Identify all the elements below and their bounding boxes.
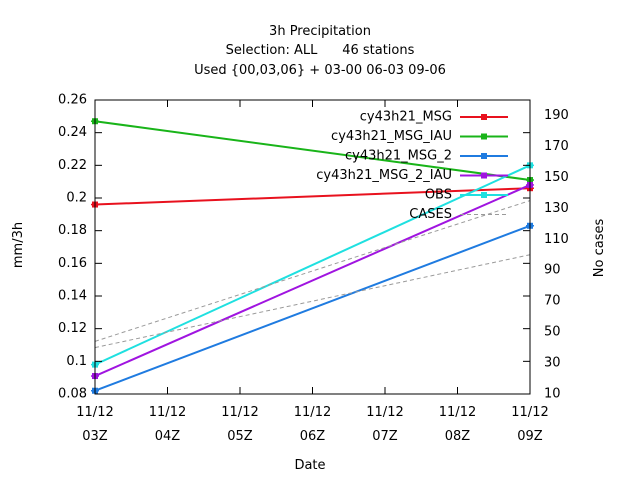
y2-tick-label: 10 — [544, 387, 561, 402]
y2-tick-label: 190 — [544, 108, 569, 123]
y2-tick-label: 150 — [544, 170, 569, 185]
x-tick-label-hour: 03Z — [82, 429, 108, 444]
y2-tick-label: 50 — [544, 325, 561, 340]
y2-tick-label: 90 — [544, 263, 561, 278]
legend-label-cy43h21-msg: cy43h21_MSG — [360, 110, 452, 125]
y-axis-label: mm/3h — [11, 222, 26, 268]
chart-subtitle-selection: Selection: ALL 46 stations — [226, 43, 415, 58]
series-line-cases — [94, 200, 531, 342]
x-tick-label-hour: 07Z — [372, 429, 398, 444]
x-tick-label-date: 11/12 — [511, 405, 548, 420]
legend: cy43h21_MSG cy43h21_MSG_IAU cy43h21_MSG_2c… — [316, 110, 508, 222]
series-line-obs — [94, 164, 531, 366]
y-tick-label: 0.16 — [58, 256, 87, 271]
y-tick-label: 0.24 — [58, 125, 87, 140]
y2-axis-label: No cases — [592, 219, 607, 278]
y-tick-label: 0.18 — [58, 223, 87, 238]
axes-layer: 0.08 0.1 0.12 0.14 0.16 0.18 0.2 0.22 0.24 0.26 10… — [58, 93, 569, 445]
x-tick-label-date: 11/12 — [221, 405, 258, 420]
y2-tick-label: 170 — [544, 139, 569, 154]
x-tick-label-hour: 04Z — [155, 429, 181, 444]
x-tick-label-date: 11/12 — [366, 405, 403, 420]
y-tick-label: 0.14 — [58, 289, 87, 304]
y-tick-label: 0.22 — [58, 158, 87, 173]
x-tick-label-hour: 06Z — [300, 429, 326, 444]
y-tick-label: 0.08 — [58, 387, 87, 402]
series-line-cy43h21-msg-2-iau — [94, 184, 531, 377]
chart-title: 3h Precipitation — [269, 24, 371, 39]
series-line-cases-extra — [94, 254, 531, 349]
y2-tick-label: 110 — [544, 232, 569, 247]
legend-marker-obs — [481, 192, 487, 198]
y2-tick-label: 130 — [544, 201, 569, 216]
legend-label-cy43h21-msg-2-iau: cy43h21_MSG_2_IAU — [316, 168, 452, 183]
x-tick-label-date: 11/12 — [76, 405, 113, 420]
x-tick-label-hour: 09Z — [517, 429, 543, 444]
legend-marker-cy43h21-msg-2-iau — [481, 172, 487, 179]
y-tick-label: 0.12 — [58, 321, 87, 336]
x-tick-label-hour: 05Z — [227, 429, 253, 444]
series-line-cy43h21-msg-iau — [94, 120, 531, 182]
legend-label-obs: OBS — [425, 188, 452, 203]
legend-label-cy43h21-msg-2: cy43h21_MSG_2 — [345, 149, 452, 164]
y2-tick-label: 70 — [544, 294, 561, 309]
x-tick-label-hour: 08Z — [445, 429, 471, 444]
plot-frame — [94, 99, 531, 395]
legend-label-cy43h21-msg-iau: cy43h21_MSG_IAU — [331, 129, 452, 144]
legend-label-cases: CASES — [409, 207, 452, 222]
y-tick-label: 0.2 — [66, 191, 87, 206]
x-tick-label-date: 11/12 — [294, 405, 331, 420]
chart-subtitle-used: Used {00,03,06} + 03-00 06-03 09-06 — [194, 63, 446, 78]
series-layer — [91, 118, 534, 394]
legend-marker-cy43h21-msg-iau — [481, 133, 487, 140]
x-tick-label-date: 11/12 — [439, 405, 476, 420]
legend-marker-cy43h21-msg-2 — [481, 153, 487, 159]
series-line-cy43h21-msg-2 — [94, 224, 531, 392]
y2-tick-label: 30 — [544, 356, 561, 371]
y-tick-label: 0.26 — [58, 93, 87, 108]
legend-marker-cy43h21-msg — [481, 114, 487, 120]
y-tick-label: 0.1 — [66, 354, 87, 369]
x-axis-label: Date — [294, 458, 325, 473]
series-line-cy43h21-msg — [94, 187, 531, 206]
x-tick-label-date: 11/12 — [149, 405, 186, 420]
